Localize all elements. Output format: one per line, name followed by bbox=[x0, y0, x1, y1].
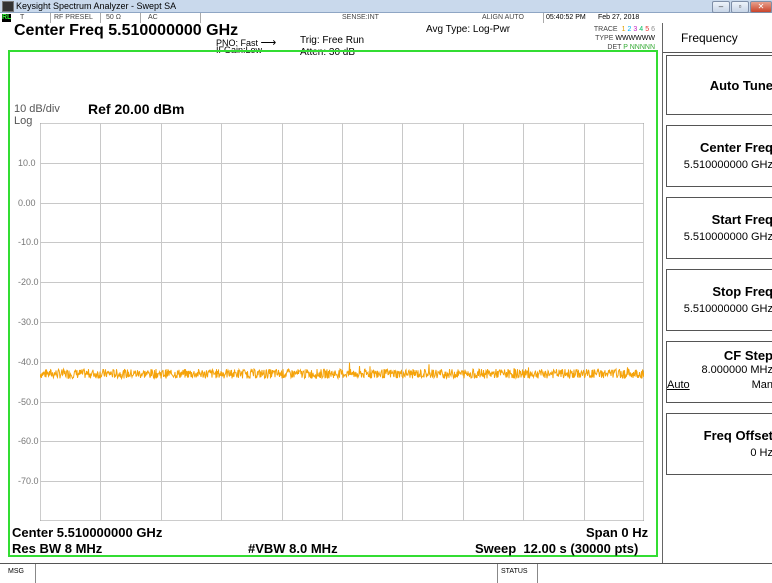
align-status: ALIGN AUTO bbox=[482, 14, 524, 21]
trace-number-1: 1 bbox=[621, 26, 626, 33]
start-freq-button[interactable]: Start Freq 5.510000000 GHz bbox=[666, 197, 772, 259]
trigger-setting: Trig: Free Run bbox=[300, 35, 365, 46]
status-label: STATUS bbox=[501, 568, 528, 575]
auto-tune-button[interactable]: Auto Tune bbox=[666, 55, 772, 115]
y-tick-label: -10.0 bbox=[18, 237, 39, 248]
softkey-panel: Frequency Auto Tune Center Freq 5.510000… bbox=[662, 23, 772, 563]
center-freq-readout: Center Freq 5.510000000 GHz bbox=[14, 22, 239, 39]
y-tick-label: -70.0 bbox=[18, 476, 39, 487]
atten-setting: Atten: 30 dB bbox=[300, 47, 356, 58]
trace-label: TRACE bbox=[593, 26, 618, 33]
y-tick-label: -30.0 bbox=[18, 317, 39, 327]
msg-label: MSG bbox=[8, 568, 24, 575]
y-tick-label: -60.0 bbox=[18, 436, 39, 447]
avg-type: Avg Type: Log-Pwr bbox=[426, 24, 511, 35]
status-divider bbox=[543, 13, 544, 23]
det-label: DET bbox=[607, 44, 622, 51]
trace-number-3: 3 bbox=[633, 26, 638, 33]
window-title-bar: Keysight Spectrum Analyzer - Swept SA – … bbox=[0, 0, 772, 13]
display-frame bbox=[8, 50, 658, 557]
status-divider bbox=[140, 13, 141, 23]
cf-step-auto-option: Auto bbox=[667, 379, 690, 391]
minimize-button[interactable]: – bbox=[712, 1, 730, 13]
preamp-status: RF PRESEL bbox=[54, 14, 93, 21]
close-button[interactable]: ✕ bbox=[750, 1, 772, 13]
y-tick-label: -40.0 bbox=[18, 356, 39, 367]
stop-freq-button[interactable]: Stop Freq 5.510000000 GHz bbox=[666, 269, 772, 331]
status-divider bbox=[50, 13, 51, 23]
window-title: Keysight Spectrum Analyzer - Swept SA bbox=[16, 1, 177, 11]
scale-per-div: 10 dB/div bbox=[14, 103, 60, 115]
pno-setting: PNO: Fast ⟶ bbox=[216, 37, 277, 49]
spectrum-plot bbox=[40, 123, 644, 521]
det-value: P NNNNN bbox=[623, 44, 655, 51]
type-label: TYPE bbox=[595, 35, 614, 42]
remote-indicator-icon: RL bbox=[2, 14, 12, 22]
sense-status: SENSE:INT bbox=[342, 14, 379, 21]
footer-center-freq: Center 5.510000000 GHz bbox=[12, 525, 163, 540]
clock-time: 05:40:52 PM bbox=[546, 14, 586, 21]
footer-sweep: Sweep 12.00 s (30000 pts) bbox=[475, 541, 639, 556]
trace-1 bbox=[40, 362, 644, 381]
reference-level: Ref 20.00 dBm bbox=[88, 101, 185, 117]
y-tick-label: 10.0 bbox=[18, 157, 36, 168]
log-scale-label: Log bbox=[14, 115, 33, 127]
y-tick-label: 0.00 bbox=[18, 197, 36, 208]
footer-vbw: #VBW 8.0 MHz bbox=[248, 541, 338, 556]
cf-step-man-option: Man bbox=[751, 379, 772, 391]
center-freq-button[interactable]: Center Freq 5.510000000 GHz bbox=[666, 125, 772, 187]
status-divider bbox=[200, 13, 201, 23]
footer-span: Span 0 Hz bbox=[586, 525, 649, 540]
mode-indicator: T bbox=[20, 14, 25, 21]
instrument-status-row: T RF PRESEL 50 Ω AC SENSE:INT ALIGN AUTO… bbox=[0, 13, 663, 23]
trace-number-6: 6 bbox=[651, 26, 655, 33]
message-bar: MSG STATUS bbox=[0, 563, 772, 583]
softkey-menu-title: Frequency bbox=[663, 23, 772, 53]
trace-number-4: 4 bbox=[639, 26, 644, 33]
impedance-status: 50 Ω bbox=[106, 14, 121, 21]
y-tick-label: -20.0 bbox=[18, 277, 39, 288]
coupling-status: AC bbox=[148, 14, 158, 21]
type-value: WWWWWW bbox=[615, 35, 655, 42]
status-divider bbox=[100, 13, 101, 23]
plot-grid bbox=[40, 123, 644, 521]
freq-offset-button[interactable]: Freq Offset 0 Hz bbox=[666, 413, 772, 475]
footer-rbw: Res BW 8 MHz bbox=[12, 541, 103, 556]
y-tick-label: -50.0 bbox=[18, 396, 39, 407]
maximize-button[interactable]: ▫ bbox=[731, 1, 749, 13]
app-icon bbox=[2, 1, 14, 12]
trace-number-5: 5 bbox=[645, 26, 650, 33]
trace-number-2: 2 bbox=[627, 26, 632, 33]
cf-step-button[interactable]: CF Step 8.000000 MHz Auto Man bbox=[666, 341, 772, 403]
clock-date: Feb 27, 2018 bbox=[598, 14, 640, 21]
